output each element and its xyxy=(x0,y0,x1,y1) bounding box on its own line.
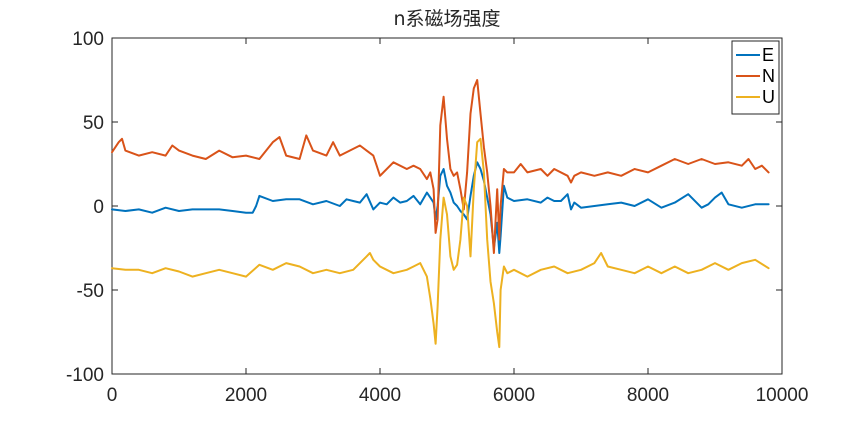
y-tick-label: 50 xyxy=(83,113,104,134)
y-tick-label: 100 xyxy=(72,29,104,50)
legend: ENU xyxy=(731,40,780,115)
chart-title: n系磁场强度 xyxy=(393,8,500,30)
x-tick-label: 8000 xyxy=(627,385,669,406)
x-tick-label: 4000 xyxy=(359,385,401,406)
y-tick-label: -50 xyxy=(77,281,104,302)
plot-area xyxy=(111,37,783,375)
x-tick-label: 6000 xyxy=(493,385,535,406)
legend-label-E: E xyxy=(762,45,774,65)
x-tick-label: 2000 xyxy=(225,385,267,406)
series-line-N xyxy=(111,79,770,254)
legend-box xyxy=(731,40,780,115)
series-layer xyxy=(111,79,770,349)
series-line-E xyxy=(111,161,770,254)
y-tick-label: -100 xyxy=(66,365,104,386)
x-tick-label: 10000 xyxy=(756,385,809,406)
legend-label-U: U xyxy=(762,87,775,107)
series-line-U xyxy=(111,137,770,349)
y-tick-label: 0 xyxy=(93,197,104,218)
legend-label-N: N xyxy=(762,66,775,86)
x-tick-label: 0 xyxy=(107,385,118,406)
axes-layer: 0 2000 4000 6000 8000 10000 -100 -50 0 50 100 xyxy=(66,29,808,406)
